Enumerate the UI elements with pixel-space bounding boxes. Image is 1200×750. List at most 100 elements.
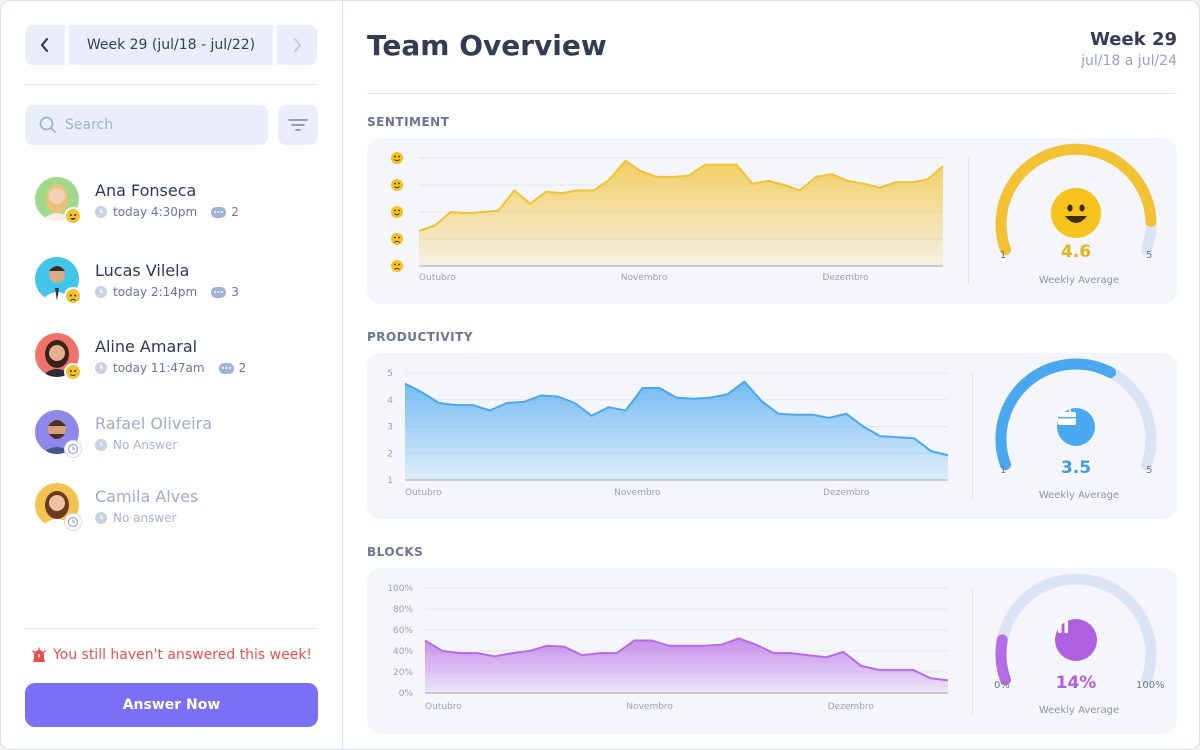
happy-emoji-badge — [64, 207, 82, 225]
member-meta: today 2:14pm 3 — [95, 285, 239, 299]
member-name: Aline Amaral — [95, 337, 198, 356]
team-member-item[interactable]: Ana Fonseca today 4:30pm 2 — [35, 177, 325, 225]
x-tick-label: Novembro — [621, 273, 668, 283]
team-member-item[interactable]: Aline Amaral today 11:47am 2 — [35, 333, 325, 381]
pending-clock-badge — [64, 513, 82, 531]
briefcase-icon — [1057, 408, 1095, 446]
member-name: Rafael Oliveira — [95, 414, 213, 433]
divider — [25, 84, 318, 85]
member-answer-status: No Answer — [113, 438, 178, 452]
area-fill — [419, 160, 943, 266]
member-meta: today 4:30pm 2 — [95, 205, 239, 219]
y-tick-label: 3 — [387, 423, 393, 433]
happy-emoji-icon — [69, 214, 77, 220]
gauge-min-label: 1 — [1000, 250, 1007, 261]
area-fill — [405, 381, 948, 480]
y-tick-label: 2 — [387, 449, 393, 459]
unanswered-alert: You still haven't answered this week! — [25, 647, 318, 663]
week-navigator: Week 29 (jul/18 - jul/22) — [25, 25, 318, 65]
person-avatar-image — [41, 420, 73, 454]
gauge-max-label: 5 — [1146, 250, 1153, 261]
answer-now-button[interactable]: Answer Now — [25, 683, 318, 727]
member-answer-time: today 2:14pm — [113, 285, 198, 299]
blocks-section-label: BLOCKS — [367, 545, 424, 559]
y-tick-label: 1 — [387, 476, 393, 486]
member-comment-count: 2 — [238, 361, 247, 375]
next-week-button[interactable] — [277, 25, 317, 65]
comment-icon — [218, 362, 234, 374]
week-label: Week 29 (jul/18 - jul/22) — [69, 25, 273, 65]
blocks-chart: 100% 80% 60% 40% 20% 0% Outubro Novembro Dezembr… — [387, 584, 949, 712]
main-content: Team Overview Week 29 jul/18 a jul/24 SE… — [343, 1, 1199, 749]
chevron-right-icon — [294, 38, 301, 52]
x-tick-label: Outubro — [405, 488, 442, 498]
gauge-min-label: 0% — [994, 680, 1010, 691]
previous-week-button[interactable] — [25, 25, 65, 65]
pending-clock-badge — [64, 440, 82, 458]
member-answer-status: No answer — [113, 511, 177, 525]
y-tick-label: 60% — [393, 626, 413, 636]
clock-icon — [95, 286, 107, 298]
alarm-icon — [32, 647, 46, 662]
filter-icon — [288, 119, 308, 131]
productivity-chart: 5 4 3 2 1 Outubro Novembro Dezembro — [387, 369, 949, 498]
gauge-max-label: 5 — [1146, 465, 1153, 476]
y-tick-label: 40% — [393, 647, 413, 657]
sentiment-gauge-value: 4.6 — [1060, 242, 1092, 262]
x-tick-label: Dezembro — [822, 273, 869, 283]
y-tick-label: 100% — [387, 584, 413, 594]
member-answer-time: today 4:30pm — [113, 205, 198, 219]
gauge-caption: Weekly Average — [1038, 490, 1120, 501]
smiley-icon — [1051, 188, 1101, 238]
worried-emoji-icon — [69, 294, 77, 301]
member-meta: No answer — [95, 511, 176, 525]
x-tick-label: Dezembro — [823, 488, 870, 498]
very-happy-emoji-tick — [391, 152, 403, 164]
clock-icon — [67, 516, 79, 528]
series-line — [424, 637, 949, 682]
search-icon — [39, 116, 56, 133]
filter-button[interactable] — [278, 105, 318, 145]
gauge-min-label: 1 — [1000, 465, 1007, 476]
smile-emoji-icon — [69, 370, 77, 376]
y-tick-label: 80% — [393, 605, 413, 615]
x-tick-label: Novembro — [626, 702, 673, 712]
search-input[interactable] — [65, 117, 255, 133]
neutral-emoji-tick — [391, 206, 403, 218]
x-tick-label: Outubro — [425, 702, 462, 712]
gauge-caption: Weekly Average — [1038, 705, 1120, 716]
header-week: Week 29 — [1090, 29, 1177, 50]
member-name: Ana Fonseca — [95, 181, 197, 200]
clock-icon — [95, 206, 107, 218]
y-tick-label: 0% — [399, 689, 414, 699]
alert-text: You still haven't answered this week! — [52, 647, 313, 663]
search-box[interactable] — [25, 105, 268, 145]
productivity-gauge — [995, 358, 1157, 471]
gauge-max-label: 100% — [1136, 680, 1165, 691]
clock-icon — [95, 362, 107, 374]
sentiment-gauge — [995, 143, 1157, 256]
divider — [968, 158, 969, 284]
member-answer-time: today 11:47am — [113, 361, 205, 375]
blocks-gauge-value: 14% — [1055, 673, 1097, 693]
chevron-left-icon — [40, 38, 49, 52]
worried-emoji-badge — [64, 287, 82, 305]
smile-emoji-badge — [64, 363, 82, 381]
sidebar: Week 29 (jul/18 - jul/22) Ana Fonseca — [1, 1, 343, 749]
very-sad-emoji-tick — [391, 260, 403, 272]
comment-icon — [211, 206, 227, 218]
page-title: Team Overview — [367, 29, 607, 62]
series-line — [418, 159, 944, 232]
member-name: Lucas Vilela — [95, 261, 190, 280]
avatar — [35, 410, 79, 454]
blocks-card: 100% 80% 60% 40% 20% 0% Outubro Novembro Dezembr… — [367, 568, 1177, 734]
team-member-item[interactable]: Lucas Vilela today 2:14pm 3 — [35, 257, 325, 305]
team-member-item[interactable]: Rafael Oliveira No Answer — [35, 410, 325, 458]
clock-icon — [95, 439, 107, 451]
y-tick-label: 20% — [393, 668, 413, 678]
team-member-item[interactable]: Camila Alves No answer — [35, 483, 325, 531]
x-tick-label: Outubro — [419, 273, 456, 283]
member-meta: today 11:47am 2 — [95, 361, 246, 375]
pause-icon — [1055, 619, 1097, 661]
gauge-fill — [995, 143, 1157, 256]
